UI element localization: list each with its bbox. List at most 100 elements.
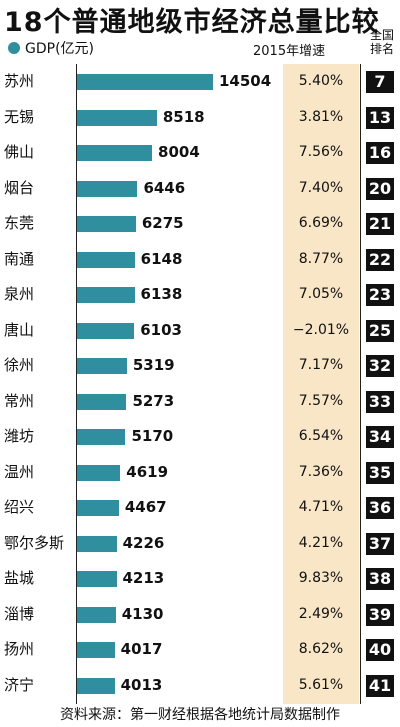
category-label: 扬州 [4,640,35,658]
chart-row: 潍坊 5170 6.54% 34 [0,419,400,455]
gdp-value-label: 8518 [162,107,205,126]
rank-header-line1: 全国 [369,28,394,42]
gdp-bar [77,180,138,197]
national-rank-badge: 22 [366,248,394,271]
growth-rate-label: 6.69% [298,215,344,231]
rank-separator-line [360,64,361,704]
national-rank-badge: 40 [366,639,394,661]
chart-row: 南通 6148 8.77% 22 [0,242,400,278]
national-rank-badge: 7 [366,71,394,93]
gdp-value-label: 5319 [132,356,175,374]
chart-row: 盐城 4213 9.83% 38 [0,561,400,597]
gdp-bar [77,571,117,587]
growth-rate-label: 9.83% [298,570,344,586]
category-label: 济宁 [4,675,35,694]
growth-rate-label: 7.05% [298,286,344,302]
gdp-bar [77,464,121,481]
category-label: 温州 [4,462,35,481]
category-label: 潍坊 [4,427,35,445]
national-rank-badge: 37 [366,532,394,555]
gdp-value-label: 4017 [120,640,163,658]
gdp-value-label: 4013 [120,675,163,694]
chart-row: 常州 5273 7.57% 33 [0,384,400,420]
gdp-bar [77,677,115,694]
category-label: 苏州 [4,72,35,90]
growth-header: 2015年增速 [253,44,326,59]
category-label: 鄂尔多斯 [4,533,65,552]
national-rank-badge: 33 [366,390,394,413]
chart-row: 无锡 8518 3.81% 13 [0,100,400,136]
gdp-value-label: 6275 [141,214,184,232]
gdp-bar [77,287,135,303]
gdp-value-label: 6446 [143,178,186,197]
chart-title: 18个普通地级市经济总量比较 [4,7,380,38]
growth-rate-label: 2.49% [298,605,344,622]
gdp-bar [77,216,136,232]
gdp-bar [77,145,153,161]
chart-row: 东莞 6275 6.69% 21 [0,206,400,242]
chart-row: 泉州 6138 7.05% 23 [0,277,400,313]
gdp-value-label: 4130 [121,604,164,623]
growth-rate-label: 8.77% [298,250,344,267]
gdp-bar [77,500,119,516]
gdp-bar [77,251,135,268]
category-label: 佛山 [4,143,35,161]
category-label: 泉州 [4,285,35,303]
growth-rate-label: 7.40% [298,179,344,196]
national-rank-badge: 25 [366,319,394,342]
gdp-value-label: 5273 [132,391,175,410]
source-note: 资料来源：第一财经根据各地统计局数据制作 [60,707,340,723]
gdp-value-label: 4213 [122,569,165,587]
gdp-value-label: 8004 [158,143,200,161]
national-rank-badge: 20 [366,177,394,200]
growth-column-bg [283,64,359,704]
growth-rate-label: 3.81% [298,108,344,125]
gdp-value-label: 5170 [131,427,174,445]
chart-row: 绍兴 4467 4.71% 36 [0,490,400,526]
chart-row: 淄博 4130 2.49% 39 [0,597,400,633]
gdp-bar [77,535,117,552]
growth-rate-label: −2.01% [292,321,350,338]
growth-rate-label: 4.21% [298,534,344,551]
chart-row: 佛山 8004 7.56% 16 [0,135,400,171]
gdp-bar [77,606,116,623]
gdp-value-label: 6148 [140,249,183,268]
growth-rate-label: 7.36% [298,463,344,480]
legend-dot-icon [8,42,20,54]
national-rank-badge: 36 [366,497,394,519]
chart-row: 烟台 6446 7.40% 20 [0,171,400,207]
national-rank-badge: 41 [366,674,394,697]
chart-row: 扬州 4017 8.62% 40 [0,632,400,668]
y-axis-line [76,64,77,704]
category-label: 唐山 [4,320,35,339]
growth-rate-label: 6.54% [298,428,344,444]
national-rank-badge: 13 [366,106,394,129]
growth-rate-label: 8.62% [298,641,344,657]
national-rank-badge: 23 [366,284,394,306]
legend-label: GDP(亿元) [25,41,94,57]
growth-rate-label: 7.17% [298,357,344,373]
gdp-bar [77,429,126,445]
gdp-bar [77,358,127,374]
gdp-value-label: 4226 [122,533,165,552]
national-rank-badge: 32 [366,355,394,377]
gdp-bar [77,393,127,410]
legend: GDP(亿元) [8,38,94,58]
national-rank-badge: 21 [366,213,394,235]
gdp-bar [77,322,135,339]
gdp-value-label: 14504 [219,72,272,90]
gdp-bar [77,642,115,658]
gdp-bar [77,109,157,126]
gdp-value-label: 4467 [124,498,167,516]
growth-rate-label: 4.71% [298,499,344,515]
category-label: 无锡 [4,107,35,126]
category-label: 淄博 [4,604,35,623]
category-label: 南通 [4,249,35,268]
category-label: 常州 [4,391,35,410]
growth-rate-label: 7.57% [298,392,344,409]
gdp-bar [77,74,213,90]
chart-row: 鄂尔多斯 4226 4.21% 37 [0,526,400,562]
growth-rate-label: 5.40% [298,73,344,89]
growth-rate-label: 7.56% [298,144,344,160]
